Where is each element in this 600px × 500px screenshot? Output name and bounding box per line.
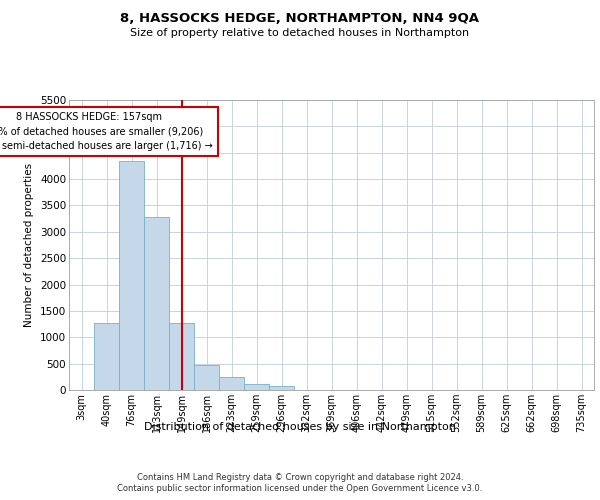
Bar [94, 323, 119, 390]
Text: Size of property relative to detached houses in Northampton: Size of property relative to detached ho… [130, 28, 470, 38]
Bar [219, 378, 244, 390]
Bar [269, 386, 294, 390]
Text: 8 HASSOCKS HEDGE: 157sqm
← 84% of detached houses are smaller (9,206)
16% of sem: 8 HASSOCKS HEDGE: 157sqm ← 84% of detach… [0, 112, 213, 151]
Bar [194, 364, 219, 390]
Bar [119, 160, 144, 390]
Bar [244, 384, 269, 390]
Y-axis label: Number of detached properties: Number of detached properties [25, 163, 34, 327]
Bar [144, 216, 169, 390]
Text: Contains public sector information licensed under the Open Government Licence v3: Contains public sector information licen… [118, 484, 482, 493]
Text: Distribution of detached houses by size in Northampton: Distribution of detached houses by size … [144, 422, 456, 432]
Text: Contains HM Land Registry data © Crown copyright and database right 2024.: Contains HM Land Registry data © Crown c… [137, 472, 463, 482]
Text: 8, HASSOCKS HEDGE, NORTHAMPTON, NN4 9QA: 8, HASSOCKS HEDGE, NORTHAMPTON, NN4 9QA [121, 12, 479, 26]
Bar [169, 323, 194, 390]
